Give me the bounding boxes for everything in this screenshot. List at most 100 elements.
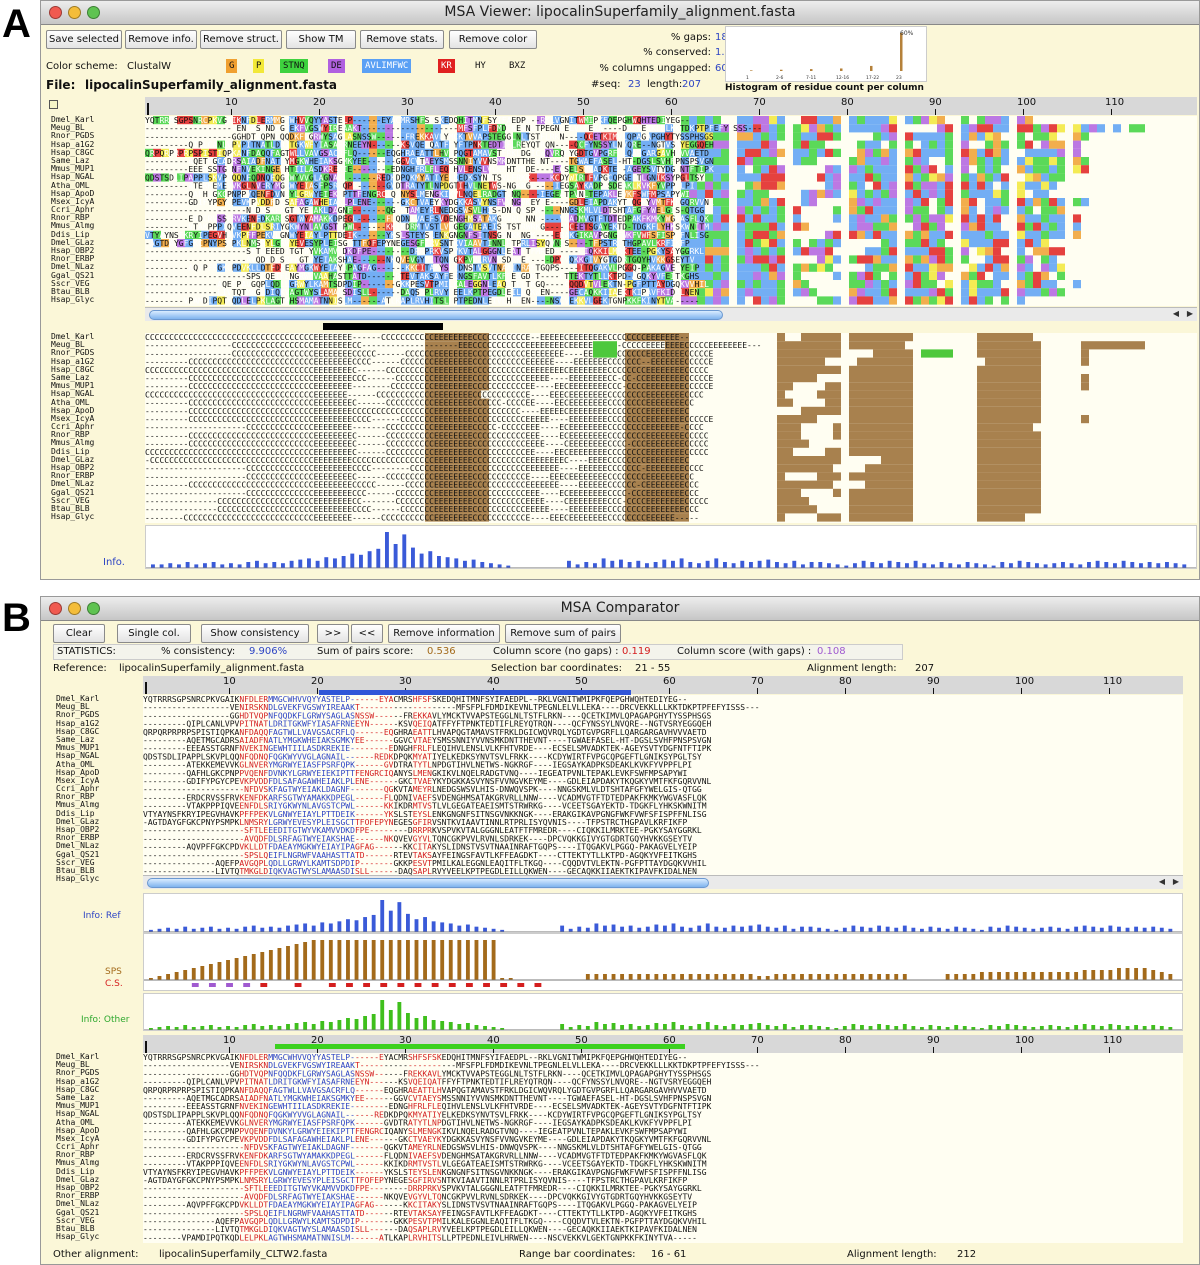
sequence-label[interactable]: Msex_IcyA [56, 1134, 100, 1143]
remove-color-button[interactable]: Remove color [449, 30, 537, 49]
sequence-label[interactable]: Hsap_OBP2 [51, 464, 95, 472]
sequence-label[interactable]: Sscr_VEG [56, 858, 95, 867]
sequence-label[interactable]: Dmel_Karl [56, 695, 100, 703]
sequence-label[interactable]: Atha_OML [51, 181, 90, 190]
sequence-label[interactable]: Rnor_ERBP [56, 1192, 100, 1201]
sequence-label[interactable]: Meug_BL [56, 1061, 90, 1070]
scroll-left-icon[interactable]: ◀ [1158, 877, 1165, 886]
sequence-label[interactable]: Meug_BL [51, 124, 85, 133]
sequence-label[interactable]: Dmel_Karl [51, 116, 95, 124]
sequence-label[interactable]: Rnor_RBP [56, 1151, 95, 1160]
single-col-button[interactable]: Single col. [117, 624, 191, 643]
sequence-label[interactable]: Hsap_OBP2 [56, 826, 100, 834]
sequence-label[interactable]: Rnor_ERBP [56, 834, 100, 843]
minimize-icon[interactable] [68, 6, 81, 19]
sequence-label[interactable]: Ccri_Aphr [56, 785, 100, 794]
sequence-label[interactable]: Hsap_Glyc [51, 296, 95, 305]
scroll-right-icon[interactable]: ▶ [1186, 309, 1193, 318]
reference-scrollbar[interactable]: ◀ ▶ [143, 875, 1183, 889]
sequence-label[interactable]: Ddis_Lip [51, 447, 90, 456]
sequence-label[interactable]: Rnor_RBP [51, 431, 90, 440]
sequence-label[interactable]: Ccri_Aphr [51, 423, 95, 432]
sequence-label[interactable]: Hsap_a1G2 [51, 140, 95, 149]
sequence-label[interactable]: Mmus_MUP1 [51, 382, 95, 391]
sequence-label[interactable]: Hsap_ApoD [56, 768, 100, 777]
sequence-label[interactable]: Ggal_QS21 [56, 850, 100, 859]
sequence-label[interactable]: Meug_BL [56, 703, 90, 712]
sequence-label[interactable]: Sscr_VEG [51, 496, 90, 505]
sequence-label[interactable]: Rnor_PGDS [56, 711, 100, 720]
sequence-label[interactable]: Rnor_ERBP [51, 255, 95, 264]
sequence-label[interactable]: Ggal_QS21 [51, 271, 95, 280]
sequence-label[interactable]: Hsap_OBP2 [51, 247, 95, 255]
scroll-thumb[interactable] [147, 878, 709, 888]
sequence-label[interactable]: Mmus_MUP1 [56, 744, 100, 753]
sequence-label[interactable]: Atha_OML [56, 1118, 95, 1127]
sequence-label[interactable]: Hsap_C8GC [51, 365, 95, 374]
sequence-label[interactable]: Hsap_a1G2 [51, 357, 95, 366]
sequence-label[interactable]: Dmel_GLaz [56, 1175, 100, 1184]
zoom-icon[interactable] [87, 6, 100, 19]
minimize-icon[interactable] [68, 602, 81, 615]
sequence-label[interactable]: Mmus_MUP1 [51, 165, 95, 174]
sequence-label[interactable]: Hsap_NGAL [56, 752, 100, 761]
sequence-label[interactable]: Atha_OML [56, 760, 95, 769]
sequence-label[interactable]: Dmel_NLaz [51, 263, 95, 272]
sequence-label[interactable]: Hsap_NGAL [51, 173, 95, 182]
close-icon[interactable] [49, 602, 62, 615]
sequence-label[interactable]: Hsap_ApoD [51, 189, 95, 198]
scroll-right-icon[interactable]: ▶ [1172, 877, 1179, 886]
zoom-icon[interactable] [87, 602, 100, 615]
previous-button[interactable]: << [351, 624, 383, 643]
sequence-label[interactable]: Hsap_a1G2 [56, 1077, 100, 1086]
sequence-label[interactable]: Btau_BLB [51, 287, 90, 296]
sequence-label[interactable]: Dmel_NLaz [51, 480, 95, 489]
sequence-label[interactable]: Ddis_Lip [51, 230, 90, 239]
sequence-label[interactable]: Hsap_ApoD [56, 1126, 100, 1135]
sequence-label[interactable]: Ccri_Aphr [51, 206, 95, 215]
close-icon[interactable] [49, 6, 62, 19]
selection-bar-blue[interactable] [319, 690, 631, 695]
sequence-label[interactable]: Ddis_Lip [56, 1167, 95, 1176]
sequence-label[interactable]: Hsap_ApoD [51, 406, 95, 415]
selection-bar[interactable] [323, 323, 443, 330]
sequence-label[interactable]: Ggal_QS21 [51, 488, 95, 497]
show-tm-button[interactable]: Show TM [286, 30, 356, 49]
sequence-label[interactable]: Dmel_NLaz [56, 1200, 100, 1209]
remove-stats-button[interactable]: Remove stats. [360, 30, 444, 49]
sequence-label[interactable]: Same_Laz [56, 735, 95, 744]
sequence-label[interactable]: Ggal_QS21 [56, 1208, 100, 1217]
next-button[interactable]: >> [317, 624, 349, 643]
sequence-label[interactable]: Dmel_GLaz [56, 817, 100, 826]
sequence-label[interactable]: Hsap_C8GC [56, 1085, 100, 1094]
sequence-label[interactable]: Hsap_NGAL [56, 1110, 100, 1119]
show-consistency-button[interactable]: Show consistency [201, 624, 309, 643]
sequence-label[interactable]: Dmel_Karl [51, 333, 95, 341]
sequence-label[interactable]: Sscr_VEG [51, 279, 90, 288]
sequence-label[interactable]: Rnor_RBP [56, 793, 95, 802]
sequence-label[interactable]: Mmus_MUP1 [56, 1102, 100, 1111]
sequence-label[interactable]: Mmus_Almg [51, 222, 95, 231]
sequence-label[interactable]: Msex_IcyA [56, 776, 100, 785]
sequence-label[interactable]: Same_Laz [51, 156, 90, 165]
sequence-label[interactable]: Hsap_Glyc [56, 1233, 100, 1242]
sequence-label[interactable]: Rnor_PGDS [51, 132, 95, 141]
sequence-label[interactable]: Atha_OML [51, 398, 90, 407]
remove-information-button[interactable]: Remove information [388, 624, 500, 643]
sequence-label[interactable]: Hsap_Glyc [56, 875, 100, 884]
sequence-label[interactable]: Same_Laz [51, 373, 90, 382]
sequence-label[interactable]: Btau_BLB [56, 1224, 95, 1233]
sequence-label[interactable]: Ddis_Lip [56, 809, 95, 818]
sequence-label[interactable]: Msex_IcyA [51, 197, 95, 206]
scroll-thumb[interactable] [149, 310, 723, 320]
sequence-label[interactable]: Rnor_PGDS [56, 1069, 100, 1078]
sequence-label[interactable]: Mmus_Almg [51, 439, 95, 448]
sequence-label[interactable]: Hsap_C8GC [51, 148, 95, 157]
sequence-label[interactable]: Hsap_C8GC [56, 727, 100, 736]
sequence-label[interactable]: Dmel_GLaz [51, 455, 95, 464]
scroll-left-icon[interactable]: ◀ [1172, 309, 1179, 318]
sequence-label[interactable]: Mmus_Almg [56, 801, 100, 810]
remove-info-button[interactable]: Remove info. [125, 30, 197, 49]
sequence-label[interactable]: Btau_BLB [51, 504, 90, 513]
sequence-label[interactable]: Ccri_Aphr [56, 1143, 100, 1152]
